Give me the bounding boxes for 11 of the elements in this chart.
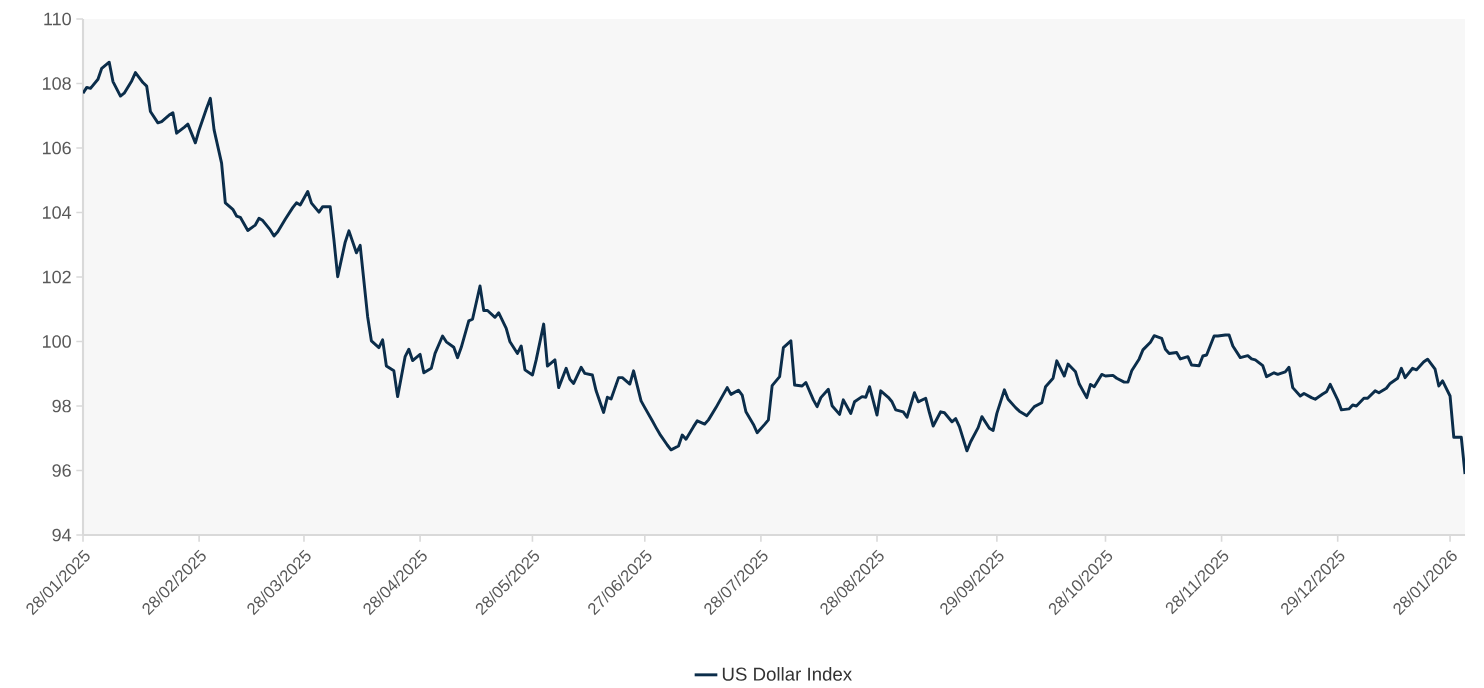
y-tick-label: 96 <box>52 464 71 477</box>
y-tick-label: 102 <box>42 270 71 284</box>
y-tick-label: 94 <box>52 528 72 542</box>
y-tick-label: 106 <box>42 141 71 155</box>
y-tick-label: 104 <box>42 206 72 219</box>
legend-label: US Dollar Index <box>722 667 852 681</box>
y-tick-label: 100 <box>42 335 71 348</box>
line-series <box>83 60 1466 476</box>
y-tick-label: 98 <box>52 399 71 413</box>
y-tick-label: 110 <box>44 12 71 26</box>
y-tick-label: 108 <box>42 77 71 90</box>
